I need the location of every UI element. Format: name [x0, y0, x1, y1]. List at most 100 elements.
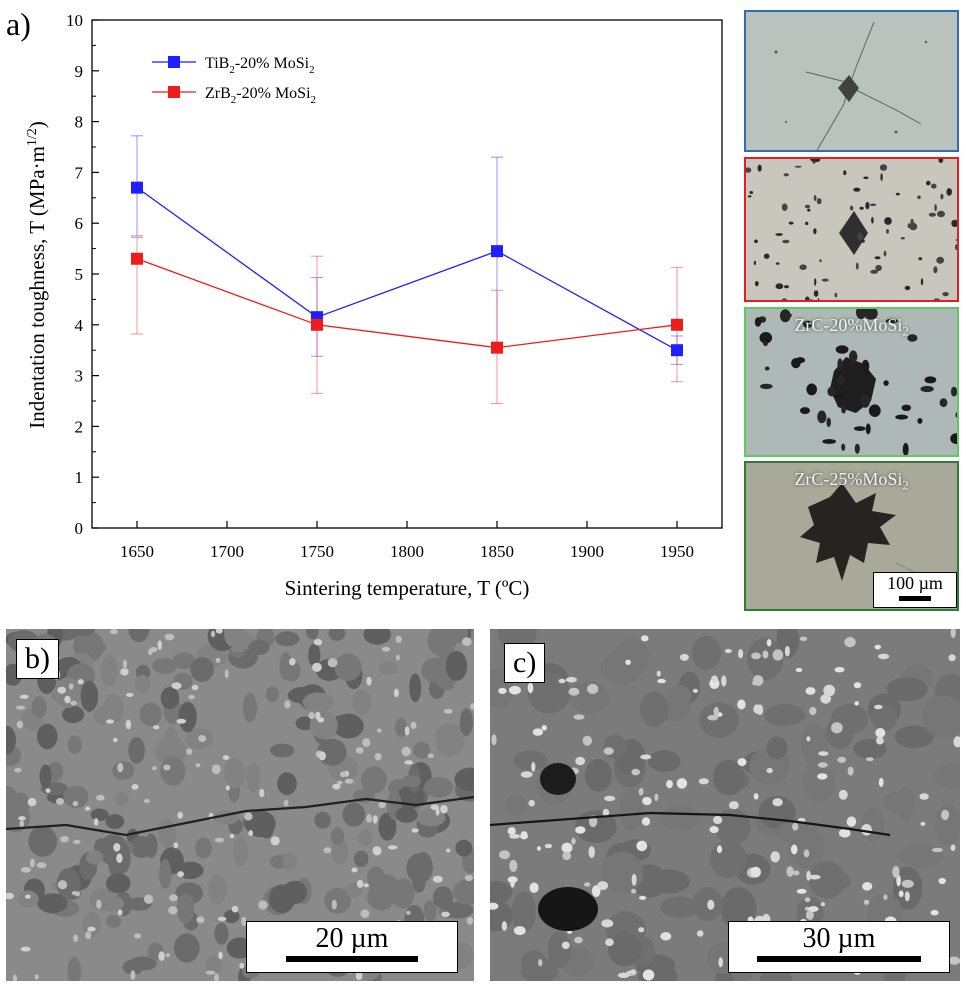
texture-grain: [324, 887, 351, 914]
texture-grain: [490, 880, 513, 904]
panel-c-label: c): [504, 643, 546, 683]
toughness-chart: 0 1 2 3 4 5 6 7 8 9 10 1650 1700 1750 1800 1850 1900 1950…: [25, 11, 723, 600]
texture-grain: [805, 221, 809, 226]
texture-grain: [573, 714, 585, 720]
texture-grain: [879, 164, 888, 171]
texture-grain: [277, 772, 297, 796]
texture-grain: [938, 877, 946, 885]
texture-grain: [782, 239, 790, 244]
micrograph-c-scale-bar: 30 µm: [728, 921, 950, 973]
texture-grain: [27, 797, 37, 807]
texture-grain: [870, 269, 878, 274]
texture-grain: [19, 820, 25, 828]
texture-grain: [520, 771, 533, 778]
texture-grain: [917, 195, 921, 200]
texture-grain: [379, 661, 398, 675]
texture-grain: [766, 639, 772, 647]
texture-grain: [282, 880, 308, 905]
x-tick-label: 1900: [570, 542, 604, 561]
texture-grain: [803, 762, 835, 803]
texture-grain: [139, 702, 162, 727]
texture-grain: [57, 880, 68, 890]
texture-grain: [424, 777, 454, 798]
texture-grain: [334, 653, 362, 681]
texture-grain: [641, 635, 649, 642]
texture-grain: [395, 806, 418, 823]
texture-grain: [561, 941, 570, 950]
texture-grain: [757, 164, 762, 172]
texture-grain: [246, 762, 261, 793]
texture-grain: [894, 725, 934, 749]
texture-grain: [792, 822, 799, 831]
texture-grain: [883, 894, 888, 900]
texture-grain: [878, 777, 884, 787]
texture-grain: [327, 658, 338, 668]
thumbnail-scale-bar: 100 µm: [873, 572, 957, 608]
texture-grain: [940, 193, 944, 200]
texture-grain: [229, 833, 235, 839]
texture-grain: [714, 808, 751, 845]
texture-grain: [504, 794, 528, 817]
x-tick-label: 1700: [210, 542, 244, 561]
texture-grain: [583, 882, 591, 887]
texture-grain: [575, 826, 586, 834]
texture-grain: [171, 682, 182, 690]
texture-grain: [459, 708, 473, 737]
texture-grain: [270, 836, 280, 846]
texture-grain: [794, 165, 802, 168]
texture-grain: [461, 637, 472, 647]
texture-grain: [381, 646, 391, 652]
texture-grain: [509, 833, 521, 839]
texture-grain: [401, 775, 421, 788]
texture-grain: [720, 887, 757, 931]
texture-grain: [691, 636, 722, 670]
texture-grain: [562, 851, 572, 861]
texture-grain: [883, 791, 909, 812]
texture-grain: [713, 815, 723, 825]
texture-grain: [863, 899, 870, 905]
texture-grain: [511, 891, 536, 933]
texture-grain: [112, 761, 135, 780]
texture-grain: [786, 866, 794, 877]
texture-grain: [841, 404, 846, 414]
texture-grain: [752, 675, 764, 686]
texture-grain: [20, 866, 31, 873]
y-tick-label: 1: [75, 468, 84, 487]
texture-grain: [648, 750, 681, 772]
texture-grain: [520, 832, 528, 840]
texture-grain: [638, 927, 645, 933]
texture-grain: [707, 714, 719, 721]
texture-grain: [837, 756, 847, 763]
texture-grain: [19, 694, 29, 699]
texture-grain: [393, 688, 399, 698]
texture-grain: [766, 767, 773, 774]
texture-grain: [699, 702, 739, 738]
texture-grain: [766, 736, 788, 760]
texture-grain: [823, 684, 836, 697]
texture-grain: [698, 778, 709, 785]
texture-grain: [793, 300, 797, 302]
texture-grain: [404, 726, 410, 736]
texture-grain: [753, 793, 759, 800]
texture-grain: [470, 703, 474, 710]
texture-grain: [378, 812, 397, 841]
texture-grain: [169, 894, 178, 902]
texture-grain: [363, 883, 370, 888]
texture-grain: [513, 926, 526, 936]
texture-grain: [205, 970, 216, 975]
texture-grain: [45, 788, 51, 793]
texture-grain: [571, 837, 576, 845]
texture-grain: [568, 687, 580, 696]
texture-grain: [826, 417, 831, 428]
marker-zrb2: [671, 318, 683, 331]
panel-b-label: b): [16, 639, 59, 679]
texture-grain: [950, 433, 957, 444]
texture-grain: [676, 778, 688, 789]
y-tick-label: 10: [66, 11, 83, 30]
texture-grain: [954, 243, 957, 251]
texture-grain: [770, 851, 780, 863]
texture-grain: [679, 653, 689, 661]
texture-grain: [808, 874, 821, 880]
series-markers: [131, 181, 683, 357]
marker-tib2: [671, 344, 683, 357]
